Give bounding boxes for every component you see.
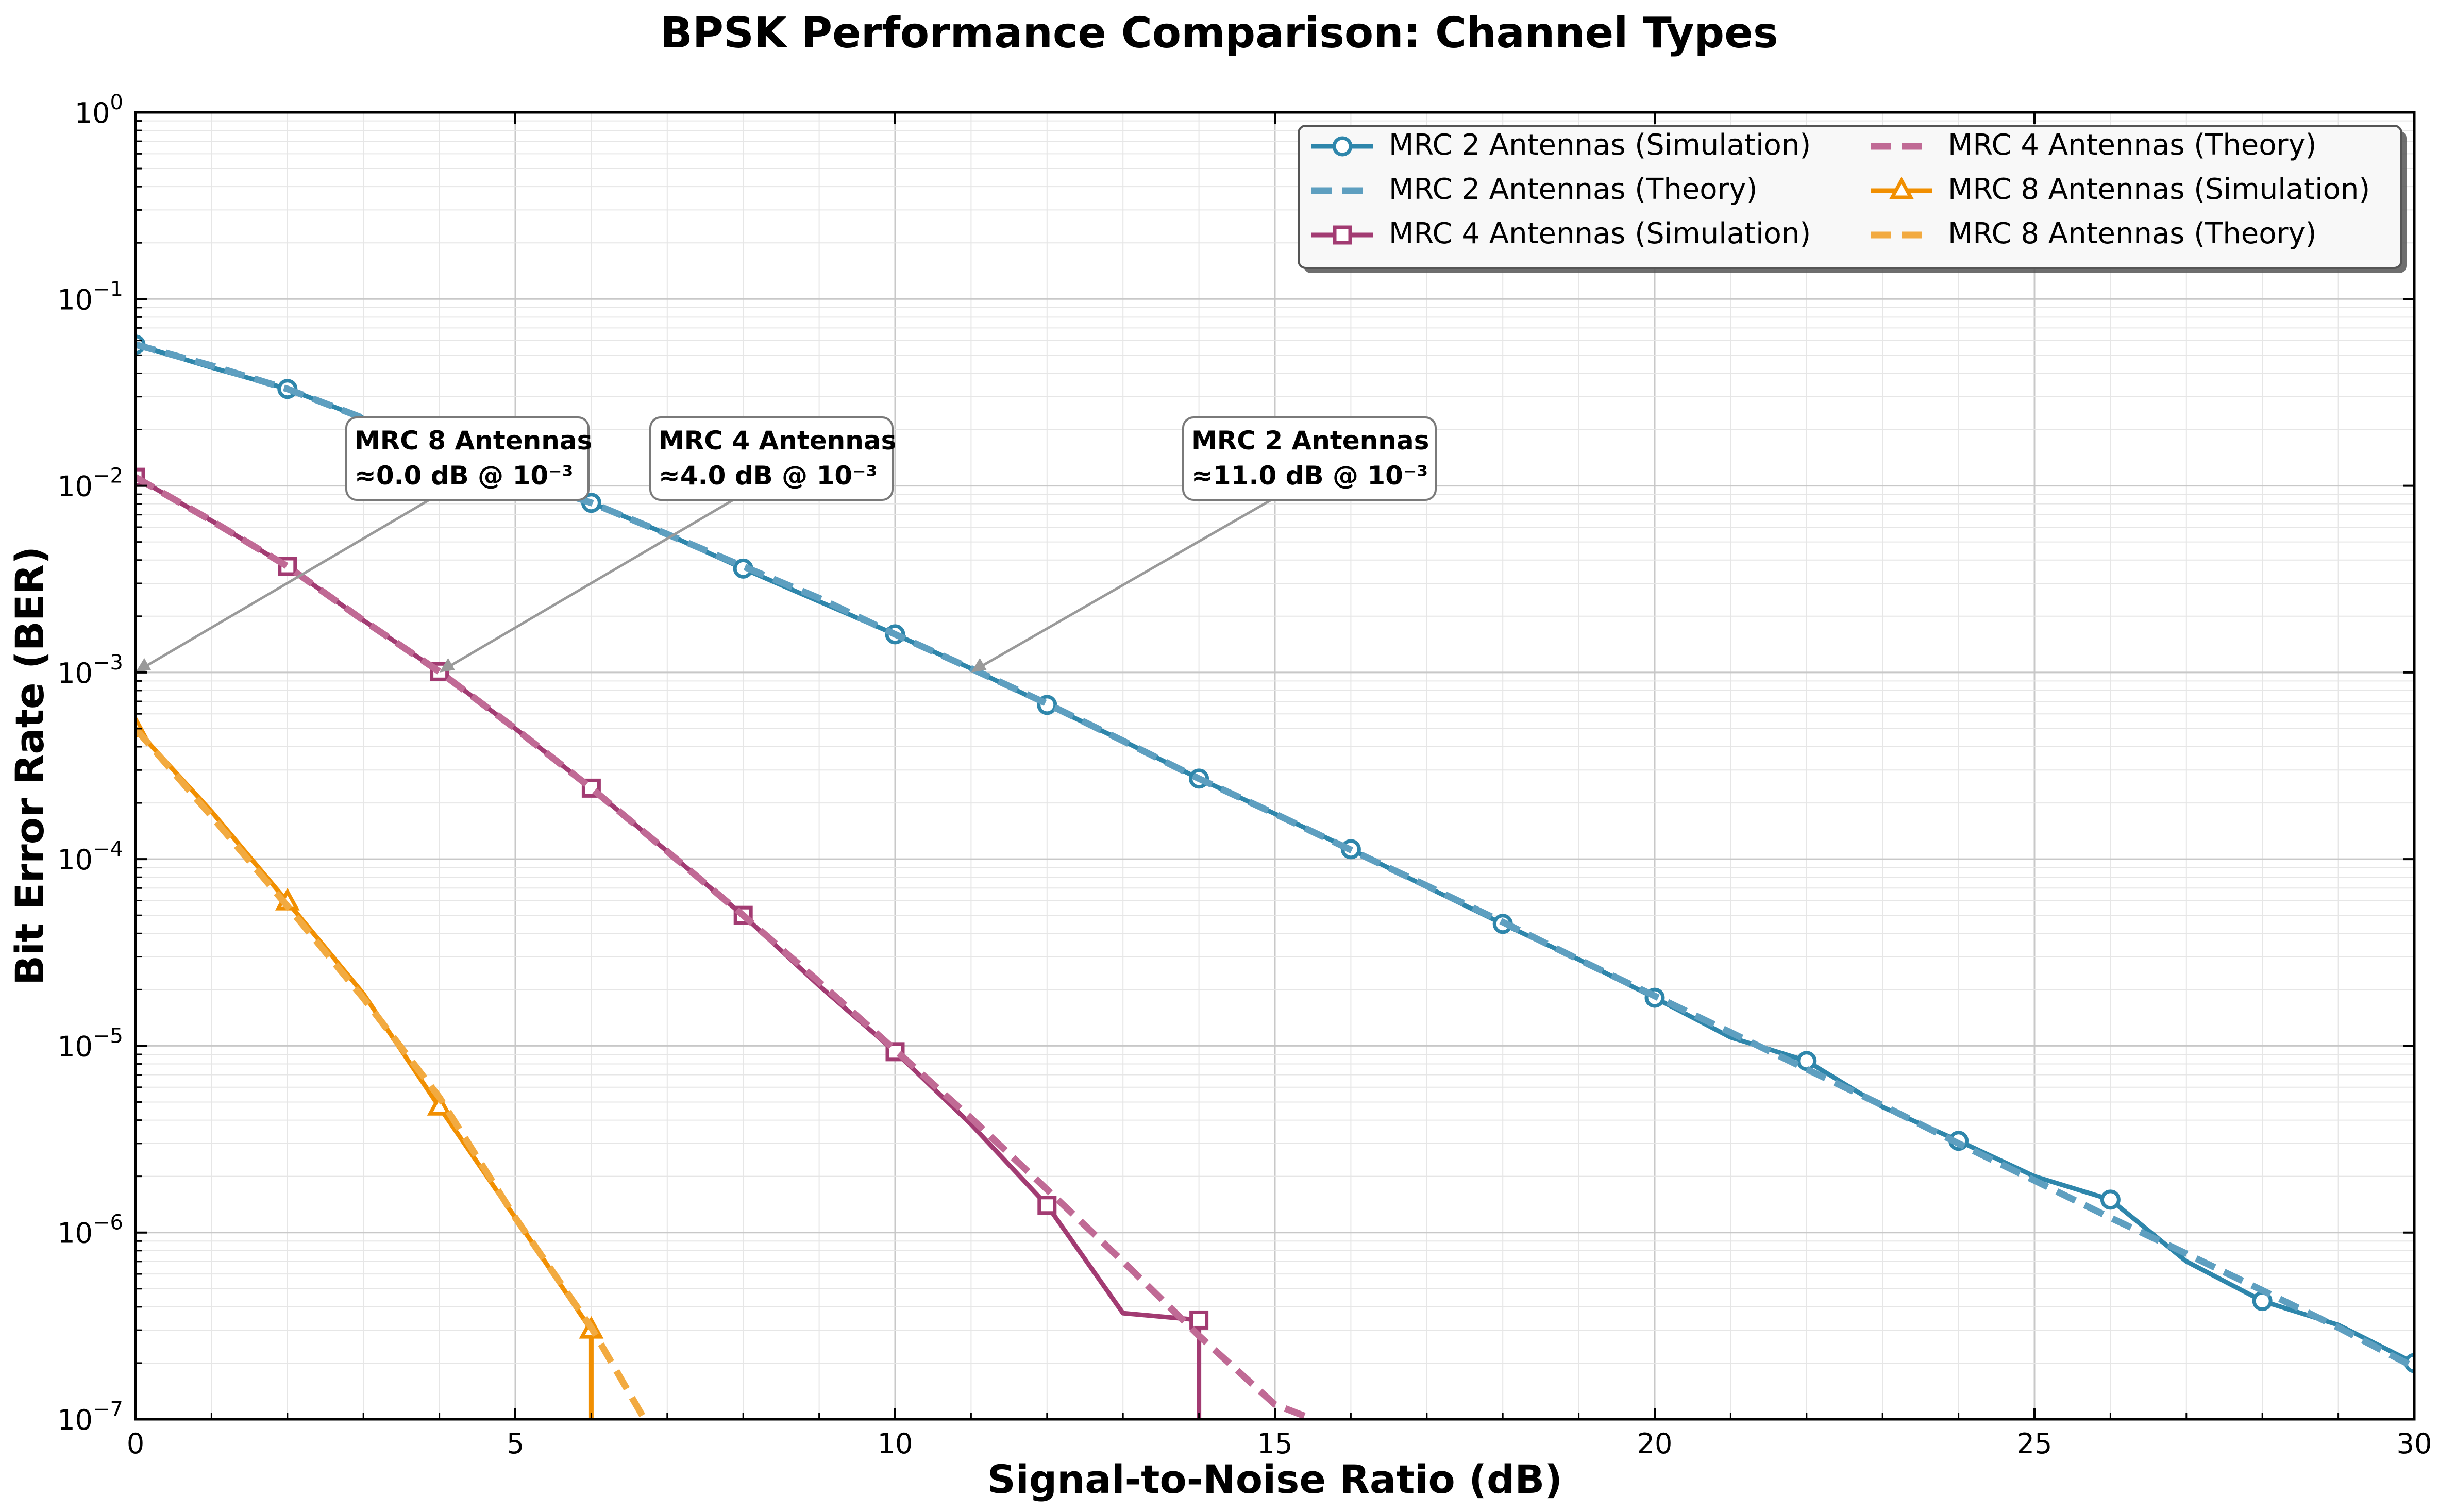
data-point <box>2100 1189 2121 1210</box>
annotation-box <box>649 416 894 501</box>
annotation-box <box>1182 416 1437 501</box>
x-tick-label: 30 <box>2397 1427 2432 1460</box>
y-tick-label: 10−2 <box>57 464 123 503</box>
legend-entry: MRC 2 Antennas (Simulation) <box>1389 128 1811 162</box>
annotation-arrow <box>442 498 734 672</box>
y-tick-label: 10−6 <box>57 1211 123 1250</box>
chart-title: BPSK Performance Comparison: Channel Typ… <box>660 9 1778 58</box>
series-line <box>136 726 648 1419</box>
legend-entry: MRC 8 Antennas (Theory) <box>1948 217 2317 250</box>
x-tick-label: 20 <box>1637 1427 1673 1460</box>
y-axis-label: Bit Error Rate (BER) <box>7 546 53 985</box>
legend-box <box>1298 125 2402 269</box>
annotation-value: ≈4.0 dB @ 10⁻³ <box>659 461 877 491</box>
annotation-box <box>345 416 590 501</box>
data-point <box>1333 225 1352 245</box>
y-tick-label: 10−3 <box>57 651 123 690</box>
annotation-arrow <box>138 498 430 672</box>
data-point <box>1889 176 1914 199</box>
x-tick-label: 15 <box>1257 1427 1293 1460</box>
series-line <box>136 474 1315 1419</box>
annotation-arrow <box>973 498 1272 672</box>
annotation: MRC 2 Antennas ≈11.0 dB @ 10⁻³ <box>971 416 1437 673</box>
data-point <box>1332 136 1353 157</box>
grid-lines <box>134 111 2415 1420</box>
annotation-arrowhead <box>971 658 987 673</box>
annotation-arrowhead <box>439 658 455 673</box>
x-axis-label: Signal-to-Noise Ratio (dB) <box>987 1456 1562 1502</box>
data-point <box>1037 1196 1057 1215</box>
data-point <box>427 1093 452 1116</box>
series-5 <box>136 726 648 1419</box>
y-tick-label: 10−4 <box>57 837 123 876</box>
series-3 <box>136 474 1315 1419</box>
annotation-value: ≈0.0 dB @ 10⁻³ <box>355 461 573 491</box>
annotation-label: MRC 4 Antennas <box>659 426 896 456</box>
annotation-label: MRC 8 Antennas <box>355 426 592 456</box>
y-tick-label: 10−7 <box>57 1398 123 1436</box>
y-tick-label: 100 <box>75 91 123 129</box>
legend-entry: MRC 4 Antennas (Theory) <box>1948 128 2317 162</box>
legend-entry: MRC 4 Antennas (Simulation) <box>1389 217 1811 250</box>
annotation-label: MRC 2 Antennas <box>1191 426 1429 456</box>
x-tick-label: 0 <box>127 1427 144 1460</box>
y-tick-label: 10−1 <box>57 277 123 316</box>
axis-ticks: 0 5 10 15 20 25 30 10−7 10−6 10−5 10−4 10−3 10−2 10−1… <box>57 91 2432 1460</box>
annotation: MRC 4 Antennas ≈4.0 dB @ 10⁻³ <box>439 416 896 673</box>
x-tick-label: 10 <box>878 1427 913 1460</box>
data-point <box>1796 1051 1817 1071</box>
annotation-arrowhead <box>136 658 151 673</box>
annotation-value: ≈11.0 dB @ 10⁻³ <box>1191 461 1428 491</box>
legend: MRC 2 Antennas (Simulation) MRC 2 Antenna… <box>1298 125 2407 273</box>
annotation: MRC 8 Antennas ≈0.0 dB @ 10⁻³ <box>136 416 592 673</box>
x-tick-label: 5 <box>507 1427 524 1460</box>
legend-entry: MRC 2 Antennas (Theory) <box>1389 173 1758 206</box>
y-tick-label: 10−5 <box>57 1024 123 1063</box>
x-tick-label: 25 <box>2017 1427 2053 1460</box>
data-point <box>1189 1310 1209 1330</box>
legend-entry: MRC 8 Antennas (Simulation) <box>1948 173 2370 206</box>
